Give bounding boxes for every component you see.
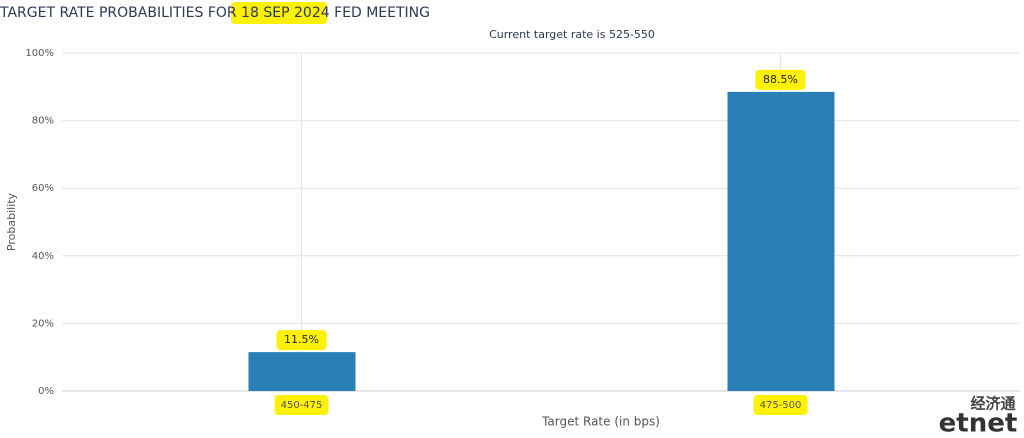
chart-subtitle: Current target rate is 525-550	[489, 28, 655, 41]
y-tick-label: 0%	[38, 386, 54, 397]
chart-title: TARGET RATE PROBABILITIES FOR 18 SEP 202…	[0, 5, 430, 21]
label-highlight	[274, 395, 329, 415]
y-tick-label: 20%	[32, 318, 54, 329]
bar	[248, 352, 356, 391]
x-tick-label: 475-500	[760, 400, 802, 411]
value-label: 11.5%	[284, 333, 319, 346]
y-tick-label: 80%	[32, 116, 54, 127]
label-highlight	[276, 330, 327, 351]
title-highlight	[231, 2, 327, 24]
y-tick-label: 40%	[32, 251, 54, 262]
y-axis-label: Probability	[5, 192, 18, 251]
label-highlight	[753, 395, 808, 415]
x-tick-label: 450-475	[281, 400, 323, 411]
bar	[727, 91, 835, 392]
y-tick-label: 60%	[32, 183, 54, 194]
y-tick-label: 100%	[25, 48, 54, 59]
label-highlight	[755, 69, 806, 90]
value-label: 88.5%	[763, 73, 798, 86]
watermark-logo: etnet	[939, 409, 1018, 438]
watermark-cn: 经济通	[970, 395, 1015, 413]
x-axis-label: Target Rate (in bps)	[541, 415, 660, 429]
